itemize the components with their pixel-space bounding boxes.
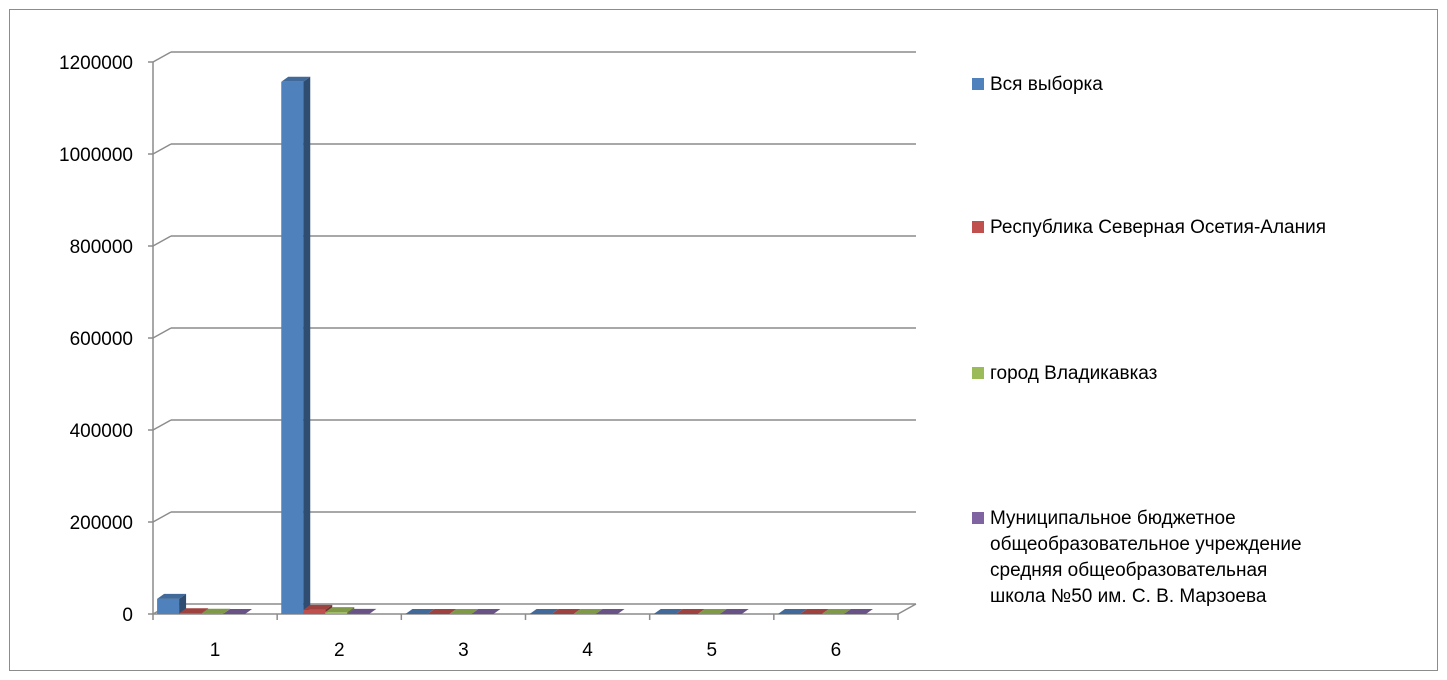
chart-legend: Вся выборка Республика Северная Осетия-А… — [972, 0, 1442, 680]
bar-4-cat-4 — [595, 609, 625, 614]
bar-top — [405, 609, 435, 614]
bar-top — [777, 609, 807, 614]
gridline-side-1 — [152, 511, 172, 523]
bar-1-cat-2 — [281, 76, 311, 614]
gridline-side-4 — [152, 235, 172, 247]
bar-4-cat-6 — [843, 609, 873, 614]
legend-swatch-series-4 — [972, 512, 984, 524]
bar-top — [529, 609, 559, 614]
bar-2-cat-3 — [427, 609, 457, 614]
legend-label-series-4: Муниципальное бюджетное общеобразователь… — [990, 508, 1302, 607]
y-tick-label-4: 800000 — [70, 237, 133, 258]
bar-top — [573, 609, 603, 614]
floor-right-edge — [897, 603, 917, 615]
bar-top — [303, 604, 333, 610]
bar-top — [551, 609, 581, 614]
bar-side — [303, 76, 311, 614]
bar-top — [179, 608, 209, 614]
bar-front — [157, 598, 180, 614]
bar-1-cat-1 — [157, 593, 187, 614]
bar-3-cat-1 — [201, 608, 231, 614]
bar-3-cat-6 — [821, 609, 851, 614]
bar-side — [369, 608, 377, 614]
bar-top — [843, 609, 873, 614]
bar-3-cat-5 — [697, 609, 727, 614]
bar-top — [653, 609, 683, 614]
chart-frame — [9, 9, 1438, 671]
bar-2-cat-4 — [551, 609, 581, 614]
y-tick-label-6: 1200000 — [59, 53, 133, 74]
bar-top — [675, 609, 705, 614]
bar-front — [303, 609, 326, 614]
x-tick-label-5: 6 — [831, 640, 842, 661]
x-tick-label-0: 1 — [210, 640, 221, 661]
bar-side — [223, 608, 231, 614]
y-tick-label-2: 400000 — [70, 421, 133, 442]
legend-item-series-3: город Владикавказ — [972, 361, 1430, 387]
legend-label-series-1: Вся выборка — [990, 74, 1103, 95]
bar-4-cat-2 — [347, 608, 377, 614]
legend-swatch-series-1 — [972, 78, 984, 90]
gridline-side-2 — [152, 419, 172, 431]
bar-2-cat-5 — [675, 609, 705, 614]
y-tick-label-1: 200000 — [70, 513, 133, 534]
legend-swatch-series-2 — [972, 221, 984, 233]
bar-front — [325, 612, 348, 614]
bar-1-cat-5 — [653, 609, 683, 614]
bar-top — [449, 609, 479, 614]
bar-top — [201, 608, 231, 614]
bar-4-cat-5 — [719, 609, 749, 614]
legend-swatch-series-3 — [972, 367, 984, 379]
bar-front — [281, 81, 304, 614]
bar-4-cat-1 — [223, 608, 253, 614]
bar-side — [347, 607, 355, 614]
bar-1-cat-3 — [405, 609, 435, 614]
bar-3-cat-2 — [325, 607, 355, 614]
legend-item-series-4: Муниципальное бюджетное общеобразователь… — [972, 506, 1310, 610]
bar-top — [427, 609, 457, 614]
bar-top — [595, 609, 625, 614]
bar-2-cat-6 — [799, 609, 829, 614]
y-tick-label-5: 1000000 — [59, 145, 133, 166]
y-tick-label-3: 600000 — [70, 329, 133, 350]
bar-top — [223, 608, 253, 614]
bar-front — [179, 613, 202, 614]
x-tick-label-3: 4 — [582, 640, 593, 661]
bar-top — [281, 76, 311, 82]
bar-top — [719, 609, 749, 614]
y-tick-label-0: 0 — [122, 605, 133, 626]
bar-top — [821, 609, 851, 614]
bar-1-cat-6 — [777, 609, 807, 614]
bar-3-cat-3 — [449, 609, 479, 614]
bar-top — [471, 609, 501, 614]
x-tick-label-4: 5 — [706, 640, 717, 661]
gridline-side-6 — [152, 51, 172, 63]
x-tick-label-2: 3 — [458, 640, 469, 661]
bar-side — [179, 593, 187, 614]
legend-item-series-2: Республика Северная Осетия-Алания — [972, 215, 1430, 241]
bar-top — [325, 607, 355, 613]
bar-top — [157, 593, 187, 599]
gridline-side-5 — [152, 143, 172, 155]
bar-4-cat-3 — [471, 609, 501, 614]
bar-side — [245, 608, 253, 614]
bar-1-cat-4 — [529, 609, 559, 614]
gridline-side-3 — [152, 327, 172, 339]
legend-label-series-3: город Владикавказ — [990, 363, 1158, 384]
bar-3-cat-4 — [573, 609, 603, 614]
bar-top — [799, 609, 829, 614]
bar-top — [347, 608, 377, 614]
legend-item-series-1: Вся выборка — [972, 72, 1430, 98]
legend-label-series-2: Республика Северная Осетия-Алания — [990, 217, 1327, 238]
bar-top — [697, 609, 727, 614]
x-tick-label-1: 2 — [334, 640, 345, 661]
